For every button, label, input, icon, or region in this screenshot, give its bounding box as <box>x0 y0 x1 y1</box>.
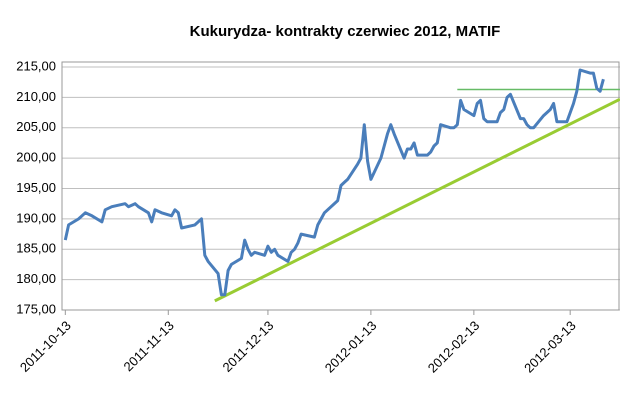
trend-line <box>214 97 620 303</box>
y-tick-label: 180,00 <box>16 271 56 286</box>
y-tick-label: 210,00 <box>16 89 56 104</box>
y-tick-label: 185,00 <box>16 241 56 256</box>
y-tick-label: 215,00 <box>16 58 56 73</box>
x-tick-label: 2012-01-13 <box>322 318 380 376</box>
plot-border <box>61 61 620 311</box>
line <box>63 68 605 297</box>
x-tick-label: 2012-03-13 <box>521 318 579 376</box>
chart-title: Kukurydza- kontrakty czerwiec 2012, MATI… <box>190 23 501 40</box>
x-tick-label: 2011-12-13 <box>220 318 277 375</box>
y-tick-label: 205,00 <box>16 119 56 134</box>
x-tick-label: 2012-02-13 <box>425 318 483 376</box>
x-tick-label: 2011-11-13 <box>121 318 177 374</box>
y-tick-label: 200,00 <box>16 150 56 165</box>
y-tick-label: 195,00 <box>16 180 56 195</box>
x-tick-label: 2011-10-13 <box>17 318 74 375</box>
y-tick-label: 190,00 <box>16 210 56 225</box>
y-tick-label: 175,00 <box>16 301 56 316</box>
